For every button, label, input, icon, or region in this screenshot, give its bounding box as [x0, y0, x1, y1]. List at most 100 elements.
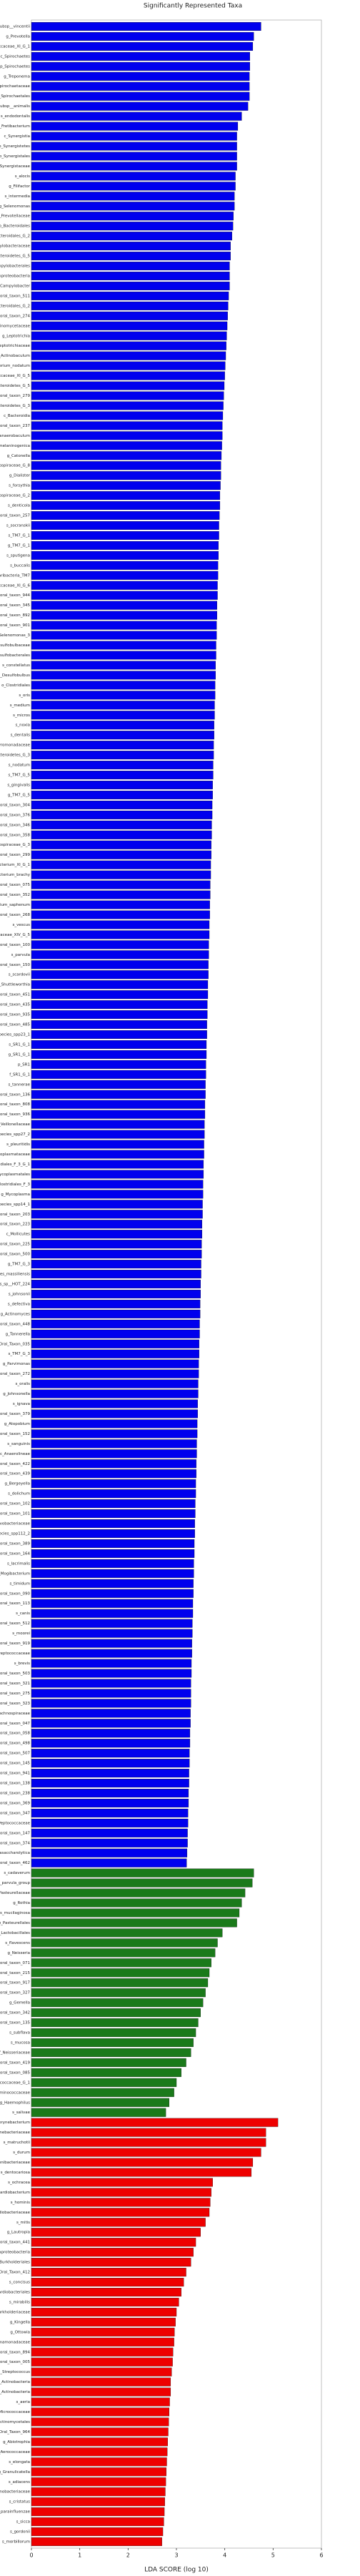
bar — [31, 1090, 206, 1099]
y-tick-label: f_Comamonadaceae — [0, 2340, 31, 2344]
y-tick-label: s_timidum — [9, 1581, 30, 1586]
y-tick-label: s_sp__oral_taxon_090 — [0, 1592, 30, 1596]
bar — [31, 900, 210, 909]
bar — [31, 71, 250, 81]
bar — [31, 271, 230, 281]
bar — [31, 2018, 199, 2028]
bar — [31, 2487, 166, 2497]
bar — [31, 960, 209, 969]
bar — [31, 162, 237, 171]
bar — [31, 1309, 201, 1318]
y-tick-label: o_Lactobacillales — [0, 1931, 30, 1935]
bar — [31, 1339, 199, 1348]
bar — [31, 2038, 194, 2048]
y-tick-label: s_sp__oral_taxon_369 — [0, 1801, 30, 1805]
y-tick-label: s_Peptostreptococcaceae_XI_G_1 — [0, 44, 30, 49]
bar — [31, 471, 221, 480]
chart-title: Significantly Represented Taxa — [144, 3, 242, 10]
bar — [31, 2168, 252, 2177]
y-tick-label: s_sp__oral_taxon_152 — [0, 1432, 30, 1436]
bar — [31, 2188, 211, 2197]
y-tick-label: s_SR1_G_1 — [9, 1042, 30, 1047]
y-tick-label: c_Anaerolineae — [0, 1452, 31, 1456]
y-tick-label: f_Synergistaceae — [0, 164, 31, 169]
y-tick-label: s_socranskii — [6, 524, 31, 528]
y-tick-label: c_Actinobacteria — [0, 2380, 30, 2384]
y-tick-label: s_subflava — [9, 2031, 30, 2035]
bar — [31, 571, 219, 580]
bar — [31, 780, 213, 789]
bar — [31, 1649, 192, 1658]
bar — [31, 1180, 204, 1189]
y-tick-label: g_Leptotrichia — [2, 334, 30, 338]
bar — [31, 1659, 192, 1668]
y-tick-label: s_dentalis — [11, 734, 31, 738]
y-tick-label: s_sp__oral_taxon_164 — [0, 1551, 30, 1556]
y-tick-label: g_Desulfobulbus — [0, 673, 30, 678]
y-tick-label: g_Selenomonas_3 — [0, 633, 30, 638]
y-tick-label: s_sp__oral_taxon_808 — [0, 1102, 30, 1107]
bar — [31, 2008, 201, 2018]
bar — [31, 461, 221, 470]
y-tick-label: g_SR1_G_1 — [9, 1052, 30, 1057]
bar — [31, 2228, 201, 2237]
y-tick-label: f_Propionibacteriaceae — [0, 2161, 31, 2165]
y-tick-label: s_sp__oral_taxon_941 — [0, 1772, 30, 1776]
y-tick-label: f_Porphyromonadaceae — [0, 744, 31, 748]
bar — [31, 1010, 208, 1020]
x-tick-label: 6 — [319, 2552, 323, 2559]
bar — [31, 1060, 206, 1069]
bar — [31, 2238, 196, 2247]
bar — [31, 122, 239, 131]
y-tick-label: s_sp__oral_taxon_448 — [0, 1322, 30, 1326]
bar — [31, 1858, 187, 1867]
y-tick-label: s_parvula — [11, 953, 30, 957]
bar — [31, 2517, 164, 2527]
y-tick-label: s_melaninogenica — [0, 444, 30, 448]
y-tick-label: s_medium — [10, 704, 30, 708]
y-tick-label: s_sp__oral_taxon_439 — [0, 1472, 30, 1476]
bar — [31, 2327, 175, 2336]
y-tick-label: s_parainfluenzae — [0, 2510, 31, 2515]
bar — [31, 1150, 204, 1159]
y-tick-label: s_nodatum — [9, 764, 30, 768]
y-tick-label: o_Synergistales — [0, 154, 30, 159]
bar — [31, 830, 212, 839]
y-tick-label: s_elongata — [9, 2460, 30, 2464]
y-tick-label: s_Fusobacterium_nucleatum_subsp__vincent… — [0, 24, 30, 29]
bar — [31, 1898, 242, 1908]
bar — [31, 2268, 186, 2277]
bar — [31, 990, 209, 1000]
y-tick-label: s_dolichum — [8, 1492, 30, 1496]
bar — [31, 1429, 198, 1438]
y-tick-label: s_sp__oral_taxon_268 — [0, 913, 30, 917]
y-tick-label: s_multispecies_spp112_2 — [0, 1532, 30, 1536]
y-tick-label: g_Peptostreptococcaceae_XI_G_6 — [0, 583, 31, 588]
y-tick-label: s_sp__oral_taxon_374 — [0, 1841, 30, 1845]
bar — [31, 1888, 246, 1898]
y-tick-label: s_sp__oral_taxon_944 — [0, 593, 30, 598]
bar — [31, 262, 230, 271]
y-tick-label: s_adiacens — [9, 2480, 30, 2484]
y-tick-label: s_sp__oral_taxon_005 — [0, 2360, 30, 2364]
bar — [31, 1469, 196, 1479]
bar — [31, 2397, 170, 2407]
bar — [31, 192, 235, 201]
y-tick-label: g_Johnsonella — [3, 1392, 30, 1396]
bar — [31, 2537, 162, 2547]
bar — [31, 1759, 190, 1768]
bar — [31, 1918, 237, 1928]
bar — [31, 1769, 189, 1778]
bar — [31, 1569, 194, 1578]
bar — [31, 321, 228, 330]
y-tick-label: s_canis — [16, 1612, 30, 1616]
y-tick-label: s_sp__oral_taxon_075 — [0, 883, 30, 887]
y-tick-label: g_Lachnospiraceae_G_3 — [0, 843, 30, 847]
y-tick-label: s_multispecies_spp27_2 — [0, 1132, 30, 1137]
bar — [31, 910, 210, 919]
bar — [31, 1818, 189, 1827]
x-tick-label: 1 — [78, 2552, 81, 2559]
y-tick-label: g_Bacteroidetes_G_3 — [0, 404, 30, 408]
bar — [31, 890, 211, 899]
